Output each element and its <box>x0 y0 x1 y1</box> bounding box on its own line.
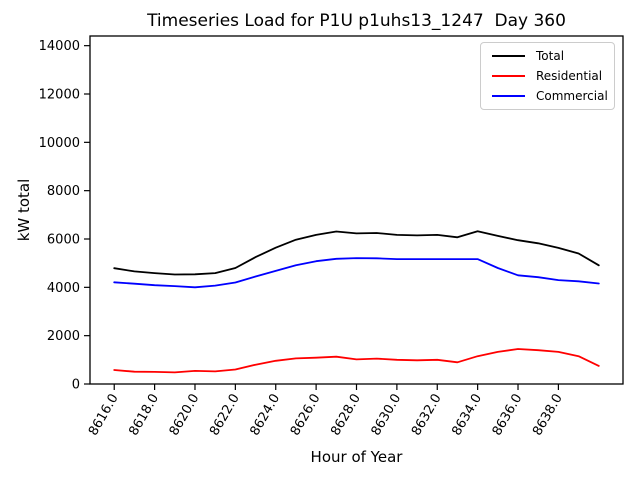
x-tick-label: 8618.0 <box>126 392 162 439</box>
y-tick-label: 6000 <box>47 233 80 248</box>
legend-label: Total <box>536 49 565 63</box>
series-line-residential <box>113 348 600 374</box>
y-axis-label: kW total <box>15 178 33 242</box>
y-tick-label: 2000 <box>47 329 80 344</box>
legend-item-total: Total <box>492 50 614 62</box>
x-tick-label: 8626.0 <box>288 392 324 439</box>
x-tick-label: 8628.0 <box>328 392 364 439</box>
y-tick-label: 8000 <box>47 184 80 199</box>
x-tick-label: 8630.0 <box>369 392 405 439</box>
legend-label: Commercial <box>536 89 608 103</box>
legend-label: Residential <box>536 69 603 83</box>
chart-title: Timeseries Load for P1U p1uhs13_1247 Day… <box>147 11 566 31</box>
x-tick-label: 8624.0 <box>247 392 283 439</box>
x-tick-label: 8638.0 <box>530 392 566 439</box>
y-tick-label: 14000 <box>39 39 80 54</box>
legend-item-residential: Residential <box>492 70 614 82</box>
legend: Total Residential Commercial <box>480 42 615 110</box>
y-tick-label: 12000 <box>39 88 80 103</box>
x-axis-label: Hour of Year <box>310 448 403 466</box>
x-tick-label: 8632.0 <box>409 392 445 439</box>
y-tick-label: 10000 <box>39 136 80 151</box>
series-line-total <box>113 230 600 276</box>
legend-line-sample-total <box>492 54 525 58</box>
x-tick-label: 8616.0 <box>86 392 122 439</box>
legend-line-sample-residential <box>492 74 525 78</box>
x-tick-label: 8634.0 <box>449 392 485 439</box>
x-tick-label: 8636.0 <box>490 392 526 439</box>
legend-item-commercial: Commercial <box>492 90 614 102</box>
x-tick-label: 8622.0 <box>207 392 243 439</box>
x-tick-label: 8620.0 <box>167 392 203 439</box>
y-tick-label: 4000 <box>47 281 80 296</box>
y-tick-label: 0 <box>72 378 80 393</box>
legend-line-sample-commercial <box>492 94 525 98</box>
series-line-commercial <box>113 257 600 289</box>
